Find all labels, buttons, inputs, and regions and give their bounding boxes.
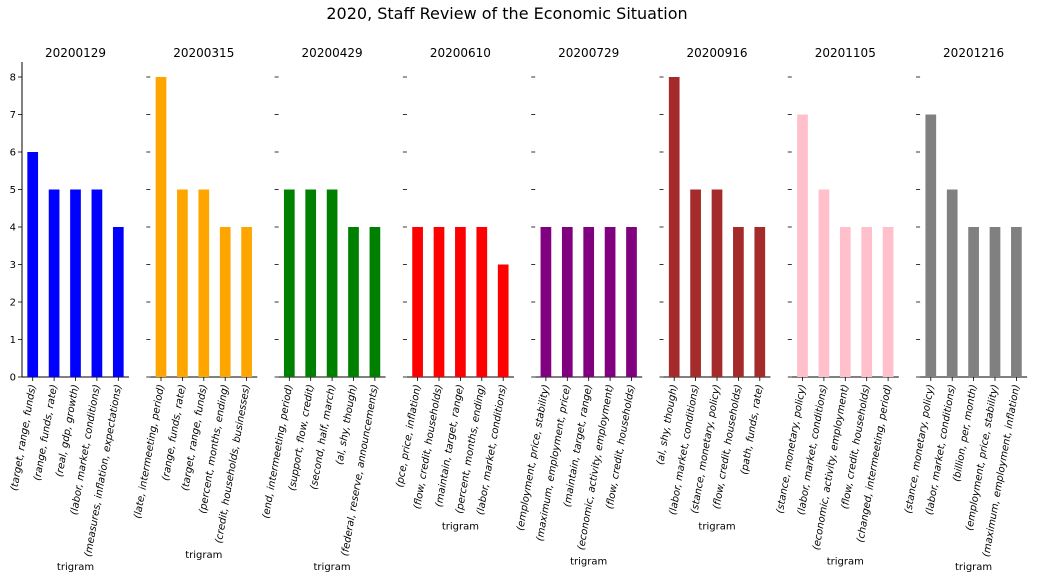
- bar: [989, 227, 1001, 377]
- y-tick-label: 2: [10, 298, 16, 309]
- x-tick-label: (al, shy, though): [655, 384, 680, 466]
- panel-title: 20200315: [173, 46, 234, 60]
- bar: [198, 189, 210, 377]
- panel-title: 20201216: [943, 46, 1004, 60]
- panel-title: 20200916: [686, 46, 747, 60]
- bar: [412, 227, 423, 377]
- bar: [326, 189, 338, 377]
- y-tick-label: 7: [10, 110, 16, 121]
- chart-panel: 20200429(end, intermeeting, period)(supp…: [261, 46, 386, 573]
- y-tick-label: 8: [10, 73, 16, 84]
- x-tick-label: (late, intermeeting, period): [132, 384, 166, 520]
- bar: [946, 189, 958, 377]
- y-tick-label: 1: [10, 335, 16, 346]
- bar: [177, 189, 188, 377]
- figure-title: 2020, Staff Review of the Economic Situa…: [326, 4, 687, 23]
- bar: [797, 114, 808, 377]
- chart-panel: 20200610(pce, price, inflation)(flow, cr…: [395, 46, 514, 532]
- bar: [305, 189, 317, 377]
- bar: [968, 227, 979, 377]
- bar: [839, 227, 851, 377]
- bar: [369, 227, 381, 377]
- bar: [754, 227, 766, 377]
- x-tick-label: (al, shy, though): [334, 384, 359, 466]
- x-axis-label: trigram: [314, 562, 351, 573]
- bar: [241, 227, 252, 377]
- x-axis-label: trigram: [827, 557, 864, 568]
- bar: [583, 227, 595, 377]
- x-axis-label: trigram: [955, 562, 992, 573]
- bar: [690, 189, 701, 377]
- x-axis-label: trigram: [57, 562, 94, 573]
- bar: [476, 227, 488, 377]
- x-axis-label: trigram: [185, 550, 222, 561]
- x-axis-label: trigram: [442, 521, 479, 532]
- bar: [733, 227, 744, 377]
- bar: [112, 227, 124, 377]
- bar: [27, 152, 39, 377]
- bar: [882, 227, 894, 377]
- bar: [925, 114, 937, 377]
- bar: [283, 189, 295, 377]
- bar: [711, 189, 723, 377]
- bar: [497, 264, 509, 377]
- bar: [861, 227, 873, 377]
- x-axis-label: trigram: [698, 521, 735, 532]
- x-tick-label: (end, intermeeting, period): [261, 384, 295, 520]
- bar: [348, 227, 359, 377]
- chart-panel: 20201105(stance, monetary, policy)(labor…: [775, 46, 899, 568]
- panel-title: 20200429: [302, 46, 363, 60]
- y-tick-label: 5: [10, 185, 16, 196]
- y-tick-label: 4: [10, 223, 16, 234]
- chart-panel: 20200729(employment, price, stability)(m…: [515, 46, 643, 568]
- bar: [604, 227, 616, 377]
- bar: [540, 227, 552, 377]
- bar: [433, 227, 445, 377]
- panel-title: 20200729: [558, 46, 619, 60]
- panel-title: 20201105: [815, 46, 876, 60]
- bar: [818, 189, 830, 377]
- chart-panel: 20200315(late, intermeeting, period)(ran…: [132, 46, 258, 561]
- x-axis-label: trigram: [570, 557, 607, 568]
- bar: [561, 227, 573, 377]
- bar: [48, 189, 60, 377]
- panel-title: 20200129: [45, 46, 106, 60]
- bar: [219, 227, 231, 377]
- bar: [1011, 227, 1022, 377]
- chart-panel: 20201216(stance, monetary, policy)(labor…: [903, 46, 1028, 573]
- y-tick-label: 0: [10, 373, 16, 384]
- bar: [70, 189, 81, 377]
- panel-title: 20200610: [430, 46, 491, 60]
- x-tick-label: (path, funds, rate): [739, 384, 766, 476]
- bar: [91, 189, 103, 377]
- bar: [455, 227, 466, 377]
- y-tick-label: 3: [10, 260, 16, 271]
- bar: [155, 77, 167, 377]
- bar: [626, 227, 637, 377]
- chart-panel: 20200916(al, shy, though)(labor, market,…: [655, 46, 771, 532]
- y-tick-label: 6: [10, 148, 16, 159]
- bar: [668, 77, 680, 377]
